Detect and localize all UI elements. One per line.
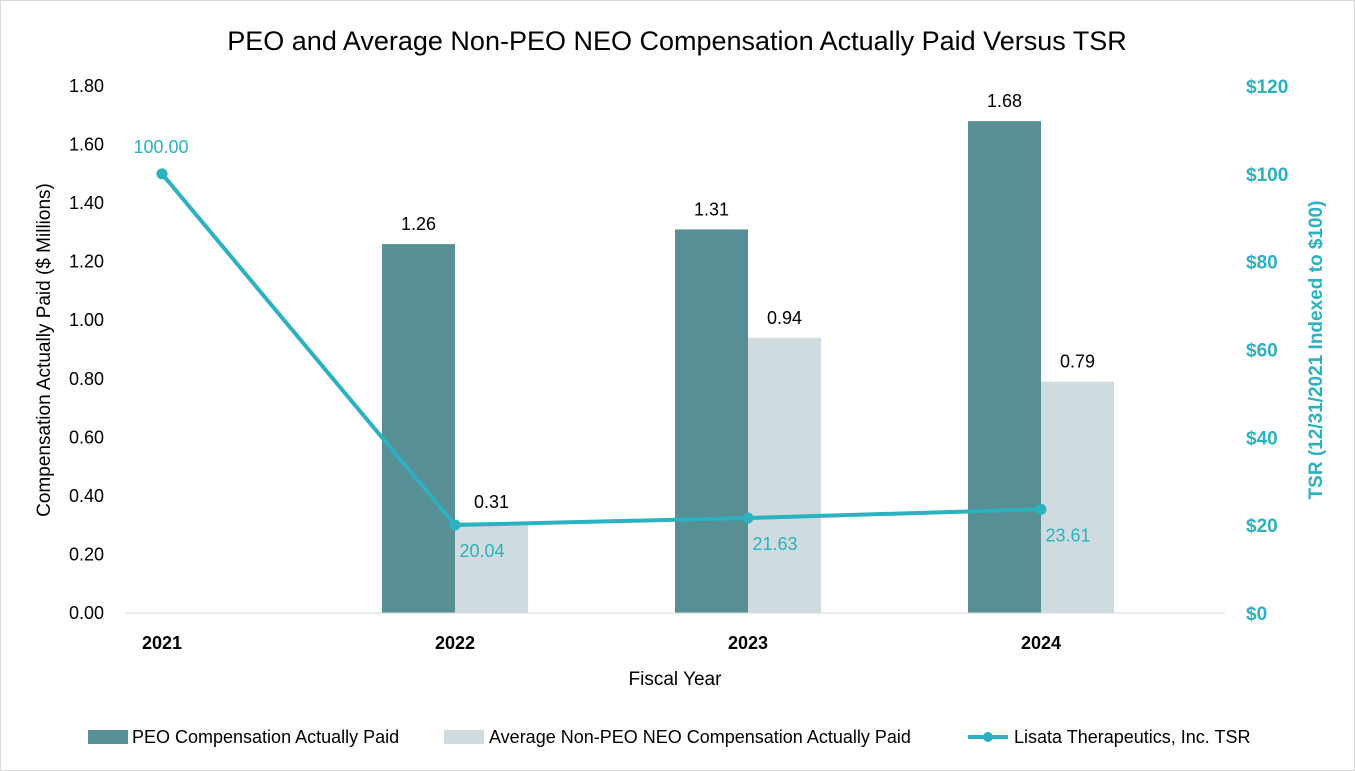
y-tick-label: 1.80 bbox=[69, 76, 104, 96]
peo-bar-label: 1.68 bbox=[987, 91, 1022, 111]
x-category-label: 2023 bbox=[728, 633, 768, 653]
chart-title: PEO and Average Non-PEO NEO Compensation… bbox=[227, 26, 1126, 56]
y-tick-label: 0.20 bbox=[69, 544, 104, 564]
x-category-label: 2024 bbox=[1021, 633, 1061, 653]
bar-data-labels: 1.26 1.31 1.68 0.31 0.94 0.79 bbox=[401, 91, 1095, 512]
peo-bar bbox=[382, 244, 455, 613]
peo-bar bbox=[675, 229, 748, 613]
legend: PEO Compensation Actually Paid Average N… bbox=[88, 727, 1250, 747]
y2-tick-label: $80 bbox=[1246, 253, 1278, 274]
non-peo-bar-label: 0.31 bbox=[474, 492, 509, 512]
legend-label-peo: PEO Compensation Actually Paid bbox=[132, 727, 399, 747]
tsr-point bbox=[156, 168, 168, 180]
legend-swatch-non-peo bbox=[444, 730, 484, 744]
y2-tick-label: $20 bbox=[1246, 516, 1278, 537]
y-tick-label: 1.40 bbox=[69, 193, 104, 213]
y-tick-label: 0.00 bbox=[69, 603, 104, 623]
y-tick-label: 0.80 bbox=[69, 369, 104, 389]
tsr-point-label: 23.61 bbox=[1045, 525, 1090, 545]
non-peo-bar-label: 0.79 bbox=[1060, 352, 1095, 372]
legend-marker-tsr bbox=[983, 732, 993, 742]
tsr-point-label: 20.04 bbox=[459, 541, 504, 561]
legend-label-non-peo: Average Non-PEO NEO Compensation Actuall… bbox=[489, 727, 911, 747]
tsr-point bbox=[742, 512, 754, 524]
y-tick-label: 0.40 bbox=[69, 486, 104, 506]
tsr-point-label: 21.63 bbox=[752, 534, 797, 554]
non-peo-bar bbox=[1041, 381, 1114, 613]
tsr-point-label: 100.00 bbox=[133, 137, 188, 157]
tsr-data-labels: 100.00 20.04 21.63 23.61 bbox=[133, 137, 1090, 561]
legend-label-tsr: Lisata Therapeutics, Inc. TSR bbox=[1014, 727, 1250, 747]
bars bbox=[382, 121, 1114, 613]
x-axis-categories: 2021 2022 2023 2024 bbox=[142, 633, 1061, 653]
non-peo-bar bbox=[455, 522, 528, 613]
tsr-point bbox=[1035, 503, 1047, 515]
x-category-label: 2021 bbox=[142, 633, 182, 653]
peo-bar-label: 1.26 bbox=[401, 214, 436, 234]
y-tick-label: 1.20 bbox=[69, 252, 104, 272]
peo-bar bbox=[968, 121, 1041, 613]
y2-tick-label: $0 bbox=[1246, 604, 1267, 625]
y2-tick-label: $40 bbox=[1246, 428, 1278, 449]
y2-tick-label: $60 bbox=[1246, 341, 1278, 362]
left-axis-ticks: 0.00 0.20 0.40 0.60 0.80 1.00 1.20 1.40 1.60 1.80 bbox=[69, 76, 104, 623]
y-tick-label: 1.00 bbox=[69, 310, 104, 330]
legend-swatch-peo bbox=[88, 730, 128, 744]
y2-axis-title: TSR (12/31/2021 Indexed to $100) bbox=[1306, 201, 1327, 500]
right-axis-ticks: $0 $20 $40 $60 $80 $100 $120 bbox=[1246, 77, 1288, 625]
tsr-point bbox=[449, 519, 461, 531]
x-axis-title: Fiscal Year bbox=[629, 669, 723, 690]
non-peo-bar bbox=[748, 337, 821, 613]
y2-tick-label: $120 bbox=[1246, 77, 1288, 98]
tsr-line bbox=[160, 172, 1042, 527]
non-peo-bar-label: 0.94 bbox=[767, 308, 802, 328]
y-tick-label: 1.60 bbox=[69, 135, 104, 155]
y-tick-label: 0.60 bbox=[69, 427, 104, 447]
peo-bar-label: 1.31 bbox=[694, 199, 729, 219]
y-axis-title: Compensation Actually Paid ($ Millions) bbox=[34, 183, 55, 517]
tsr-line-series bbox=[156, 168, 1047, 531]
y2-tick-label: $100 bbox=[1246, 165, 1288, 186]
x-category-label: 2022 bbox=[435, 633, 475, 653]
